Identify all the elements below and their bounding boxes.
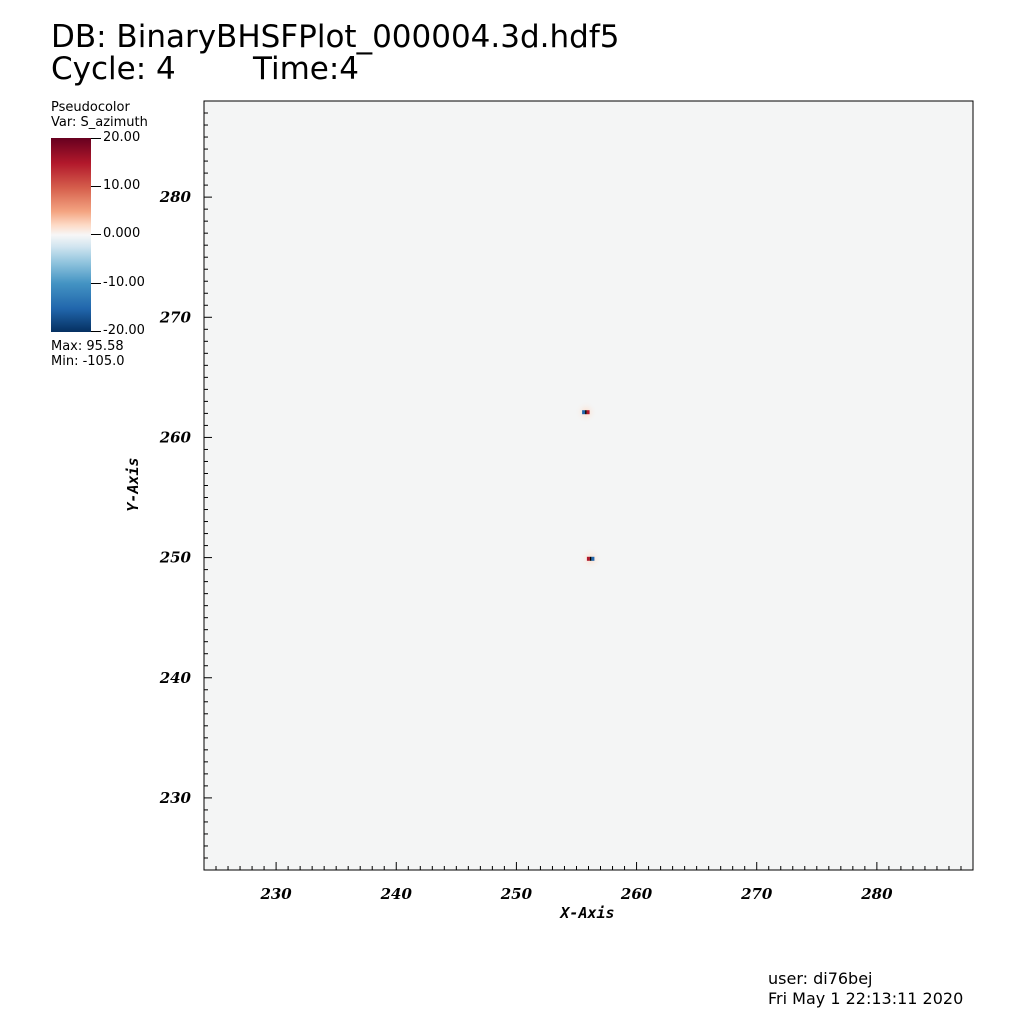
feature-core <box>589 556 592 561</box>
feature-left-lobe <box>582 410 586 415</box>
y-tick-label: 270 <box>159 308 192 326</box>
colorbar-label: 10.00 <box>103 178 141 193</box>
colorbar-tick <box>91 283 101 284</box>
colorbar <box>51 138 91 332</box>
colorbar-label: 0.000 <box>103 226 141 241</box>
colorbar-label: -10.00 <box>103 275 145 290</box>
x-tick-label: 250 <box>500 885 533 903</box>
colorbar-tick <box>91 234 101 235</box>
x-tick-label: 230 <box>259 885 292 903</box>
legend-plot-type: Pseudocolor <box>51 100 130 115</box>
x-tick-label: 270 <box>740 885 773 903</box>
y-tick-label: 250 <box>159 549 192 567</box>
feature-left-lobe <box>586 556 590 561</box>
plot-background <box>204 101 973 870</box>
y-tick-label: 280 <box>159 188 192 206</box>
x-tick-label: 280 <box>860 885 893 903</box>
database-title: DB: BinaryBHSFPlot_000004.3d.hdf5 <box>51 19 620 55</box>
time-label: Time:4 <box>253 51 360 87</box>
footer-date: Fri May 1 22:13:11 2020 <box>768 989 964 1008</box>
x-tick-label: 260 <box>620 885 653 903</box>
footer-user: user: di76bej <box>768 969 873 988</box>
y-tick-label: 240 <box>159 669 192 687</box>
colorbar-tick <box>91 331 101 332</box>
legend-variable: Var: S_azimuth <box>51 115 148 130</box>
cycle-label: Cycle: 4 <box>51 51 176 87</box>
colorbar-tick <box>91 138 101 139</box>
colorbar-label: -20.00 <box>103 323 145 338</box>
legend-min: Min: -105.0 <box>51 354 125 369</box>
legend-max: Max: 95.58 <box>51 339 124 354</box>
feature-right-lobe <box>586 410 590 415</box>
y-tick-label: 260 <box>159 428 192 446</box>
plot-frame <box>203 100 974 871</box>
colorbar-label: 20.00 <box>103 130 141 145</box>
y-tick-label: 230 <box>159 789 192 807</box>
colorbar-tick <box>91 186 101 187</box>
feature-right-lobe <box>591 556 595 561</box>
feature-core <box>585 410 587 415</box>
y-axis-title: Y-Axis <box>124 457 142 511</box>
x-tick-label: 240 <box>380 885 413 903</box>
x-axis-title: X-Axis <box>558 904 614 922</box>
